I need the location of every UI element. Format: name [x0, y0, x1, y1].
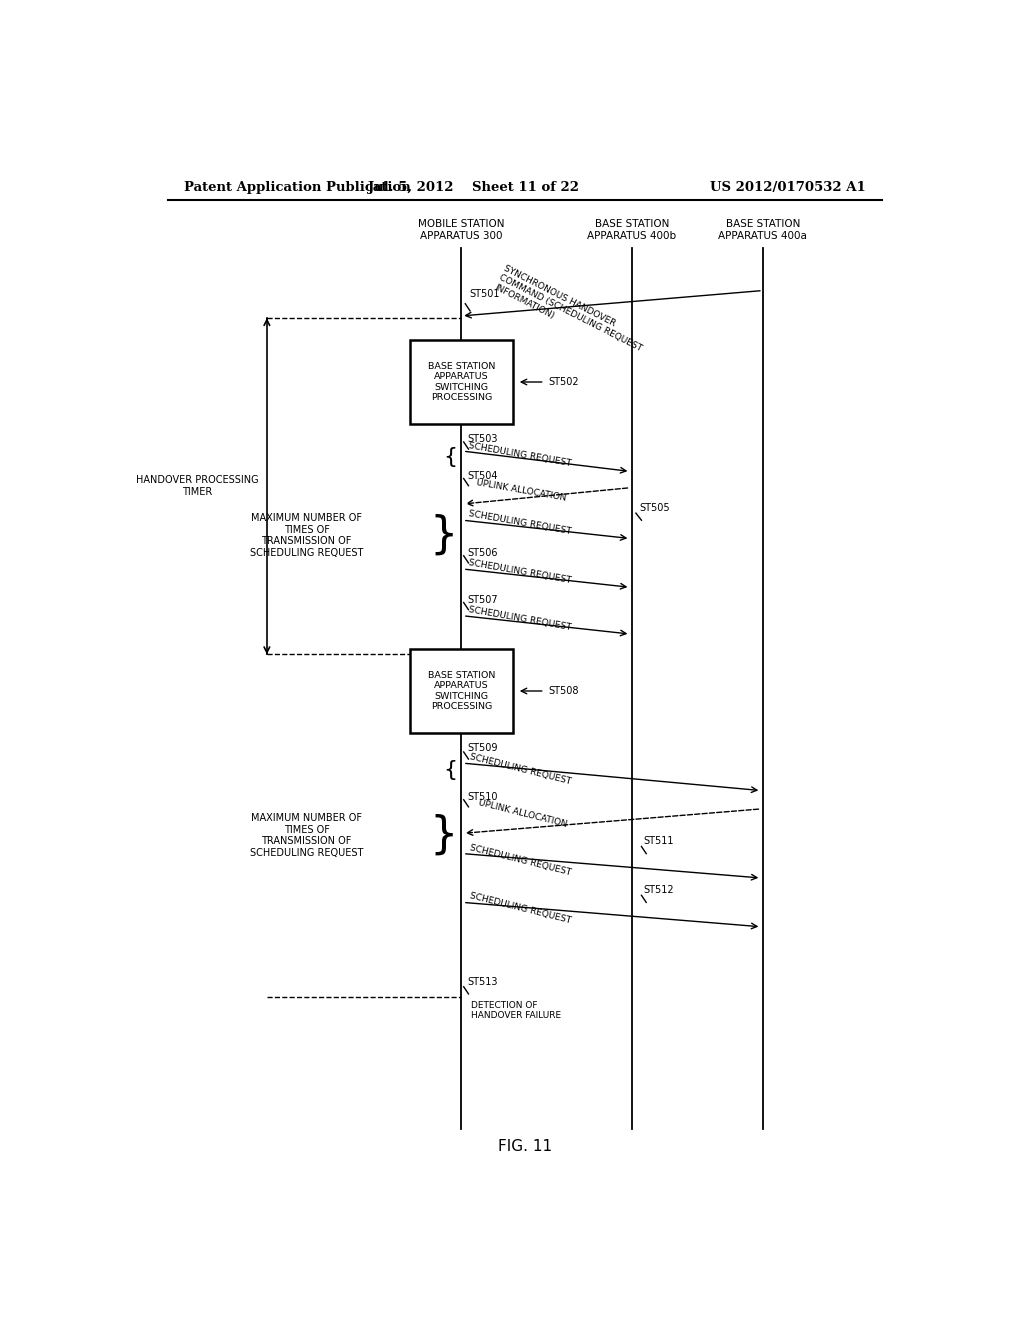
Text: SCHEDULING REQUEST: SCHEDULING REQUEST: [468, 441, 571, 469]
Text: SCHEDULING REQUEST: SCHEDULING REQUEST: [468, 605, 571, 632]
Text: {: {: [443, 447, 458, 467]
Text: MAXIMUM NUMBER OF
TIMES OF
TRANSMISSION OF
SCHEDULING REQUEST: MAXIMUM NUMBER OF TIMES OF TRANSMISSION …: [250, 513, 364, 558]
Text: ST501: ST501: [469, 289, 500, 298]
Text: SCHEDULING REQUEST: SCHEDULING REQUEST: [469, 891, 572, 925]
Text: ST509: ST509: [468, 743, 498, 752]
Text: UPLINK ALLOCATION: UPLINK ALLOCATION: [477, 799, 567, 829]
Text: BASE STATION
APPARATUS
SWITCHING
PROCESSING: BASE STATION APPARATUS SWITCHING PROCESS…: [428, 362, 495, 403]
Text: ST512: ST512: [644, 886, 675, 895]
Text: ST506: ST506: [468, 548, 498, 558]
Text: HANDOVER PROCESSING
TIMER: HANDOVER PROCESSING TIMER: [136, 475, 259, 498]
Text: SCHEDULING REQUEST: SCHEDULING REQUEST: [469, 752, 572, 787]
Text: }: }: [429, 513, 458, 557]
Text: ST505: ST505: [640, 503, 671, 513]
Text: US 2012/0170532 A1: US 2012/0170532 A1: [711, 181, 866, 194]
Text: ST507: ST507: [468, 594, 499, 605]
Text: Patent Application Publication: Patent Application Publication: [183, 181, 411, 194]
Text: SCHEDULING REQUEST: SCHEDULING REQUEST: [468, 510, 571, 536]
Text: ST508: ST508: [549, 686, 580, 696]
Text: MAXIMUM NUMBER OF
TIMES OF
TRANSMISSION OF
SCHEDULING REQUEST: MAXIMUM NUMBER OF TIMES OF TRANSMISSION …: [250, 813, 364, 858]
Text: ST503: ST503: [468, 434, 498, 444]
Text: SCHEDULING REQUEST: SCHEDULING REQUEST: [469, 843, 572, 876]
Text: MOBILE STATION
APPARATUS 300: MOBILE STATION APPARATUS 300: [418, 219, 505, 242]
Text: {: {: [443, 760, 458, 780]
Text: BASE STATION
APPARATUS 400b: BASE STATION APPARATUS 400b: [588, 219, 677, 242]
Text: SYNCHRONOUS HANDOVER
COMMAND (SCHEDULING REQUEST
INFORMATION): SYNCHRONOUS HANDOVER COMMAND (SCHEDULING…: [494, 264, 648, 363]
Text: UPLINK ALLOCATION: UPLINK ALLOCATION: [475, 478, 567, 503]
Text: }: }: [429, 814, 458, 857]
Bar: [410, 341, 513, 424]
Text: ST513: ST513: [468, 977, 498, 986]
Text: DETECTION OF
HANDOVER FAILURE: DETECTION OF HANDOVER FAILURE: [471, 1001, 561, 1020]
Text: BASE STATION
APPARATUS 400a: BASE STATION APPARATUS 400a: [719, 219, 807, 242]
Text: ST504: ST504: [468, 470, 498, 480]
Text: Jul. 5, 2012    Sheet 11 of 22: Jul. 5, 2012 Sheet 11 of 22: [368, 181, 579, 194]
Text: FIG. 11: FIG. 11: [498, 1139, 552, 1154]
Text: SCHEDULING REQUEST: SCHEDULING REQUEST: [468, 558, 571, 585]
Text: ST510: ST510: [468, 792, 498, 801]
Bar: [410, 649, 513, 733]
Text: ST502: ST502: [549, 378, 580, 387]
Text: BASE STATION
APPARATUS
SWITCHING
PROCESSING: BASE STATION APPARATUS SWITCHING PROCESS…: [428, 671, 495, 711]
Text: ST511: ST511: [644, 837, 675, 846]
